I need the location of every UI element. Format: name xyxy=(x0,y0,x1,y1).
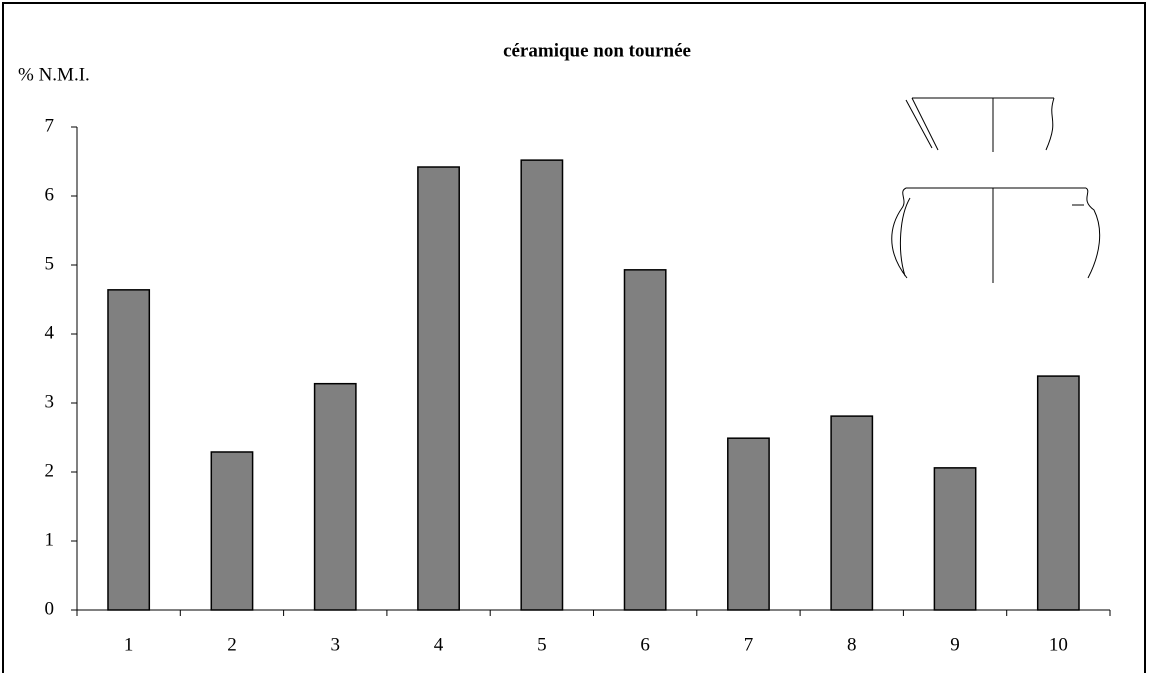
y-tick-label: 3 xyxy=(45,391,55,412)
y-tick-label: 7 xyxy=(45,115,55,136)
y-tick-label: 2 xyxy=(45,460,55,481)
x-tick-label: 9 xyxy=(950,634,960,655)
bar xyxy=(727,437,770,611)
pottery-drawings xyxy=(891,97,1101,283)
y-tick-label: 5 xyxy=(45,253,55,274)
bar xyxy=(1036,375,1080,611)
x-tick-label: 8 xyxy=(847,634,857,655)
bar xyxy=(933,467,977,611)
bar xyxy=(830,415,874,611)
y-tick-label: 1 xyxy=(45,529,55,550)
bar xyxy=(417,166,460,611)
x-tick-label: 6 xyxy=(640,634,650,655)
y-tick-label: 6 xyxy=(45,184,55,205)
bar xyxy=(623,269,667,611)
y-tick-label: 4 xyxy=(45,322,55,343)
bar xyxy=(313,382,357,611)
x-tick-label: 10 xyxy=(1049,634,1068,655)
x-tick-label: 4 xyxy=(434,634,444,655)
x-tick-label: 7 xyxy=(744,634,754,655)
x-tick-label: 1 xyxy=(124,634,134,655)
x-tick-label: 2 xyxy=(227,634,237,655)
y-axis-label: % N.M.I. xyxy=(18,64,90,85)
bar xyxy=(210,451,254,611)
bar xyxy=(107,289,151,611)
y-tick-label: 0 xyxy=(45,598,55,619)
bar xyxy=(520,159,564,611)
x-tick-label: 5 xyxy=(537,634,547,655)
chart-title: céramique non tournée xyxy=(503,40,691,61)
x-tick-label: 3 xyxy=(331,634,341,655)
